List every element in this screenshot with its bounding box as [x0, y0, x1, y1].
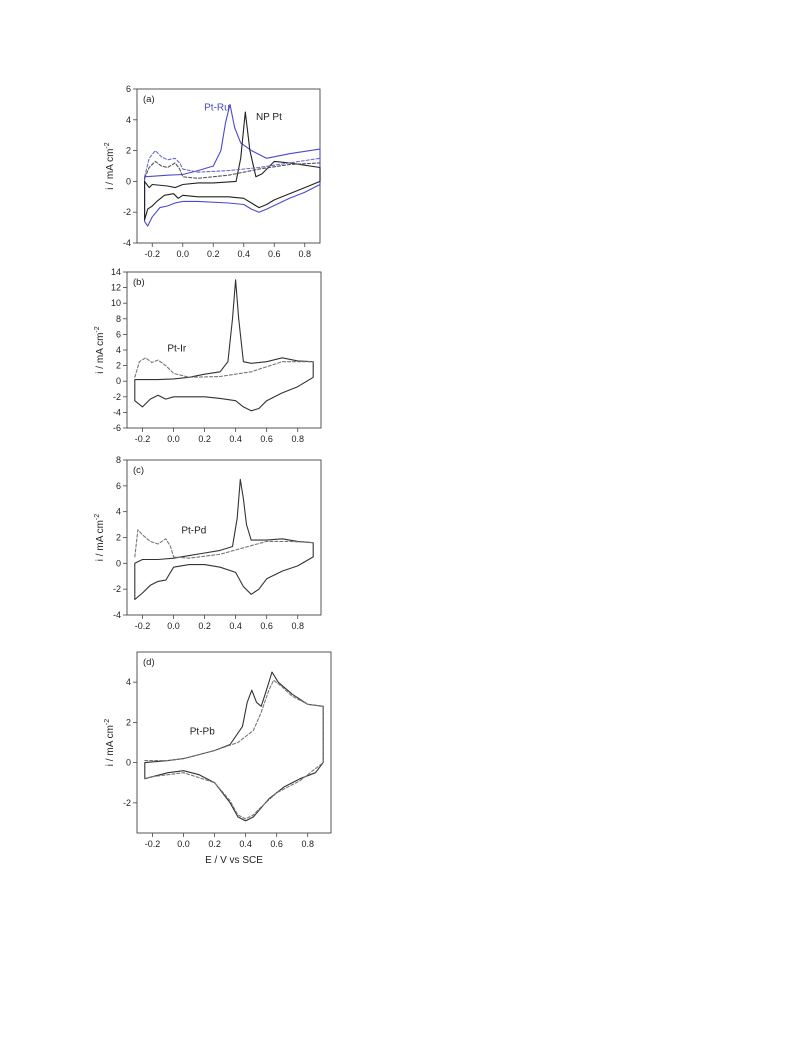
- y-tick-label: 0: [126, 176, 131, 186]
- series-line-2: [134, 529, 314, 559]
- plot-frame: [126, 271, 322, 429]
- y-tick-label: 6: [126, 84, 131, 94]
- series-line-1: [134, 279, 314, 412]
- plot-frame: [126, 459, 322, 616]
- panel-label: (b): [133, 277, 145, 288]
- panel-label: (a): [143, 94, 155, 105]
- chart-panel-3: -0.2 0.0 0.2 0.4 0.6 0.8 -4 -2 0 2 4 6 8 (c) i / mA cm…: [94, 455, 322, 631]
- curve-annotation: Pt-Pb: [190, 726, 215, 737]
- plot-frame: [136, 651, 332, 834]
- y-tick-label: -4: [123, 238, 131, 248]
- x-tick-label: 0.2: [198, 434, 211, 444]
- x-tick-label: 0.0: [167, 621, 180, 631]
- series-line-4: [144, 160, 321, 179]
- x-tick-label: 0.4: [237, 249, 250, 259]
- y-axis-label-superscript: -2: [104, 719, 111, 725]
- y-tick-label: 4: [116, 507, 121, 517]
- y-tick-label: -2: [123, 798, 131, 808]
- y-tick-label: 8: [116, 314, 121, 324]
- curve-annotation: NP Pt: [256, 112, 282, 123]
- series-line-2: [144, 679, 324, 820]
- x-tick-label: -0.2: [145, 839, 161, 849]
- curve-annotation: Pt-Ir: [167, 344, 187, 355]
- y-tick-label: -6: [113, 423, 121, 433]
- x-tick-label: 0.0: [167, 434, 180, 444]
- y-tick-label: 2: [116, 533, 121, 543]
- y-tick-label: 6: [116, 329, 121, 339]
- y-axis-label-main: i / mA cm: [105, 725, 116, 766]
- x-tick-label: 0.6: [270, 839, 283, 849]
- y-axis-label: i / mA cm-2: [94, 514, 106, 561]
- x-tick-label: 0.6: [260, 434, 273, 444]
- x-tick-label: 0.4: [229, 621, 242, 631]
- series-line-2: [144, 111, 321, 221]
- x-tick-label: 0.8: [301, 839, 314, 849]
- panel-label: (d): [143, 657, 155, 668]
- y-tick-label: 10: [111, 298, 121, 308]
- x-tick-label: 0.2: [207, 249, 220, 259]
- x-tick-label: -0.2: [144, 249, 160, 259]
- y-axis-label: i / mA cm-2: [104, 142, 116, 189]
- chart-panel-2: -0.2 0.0 0.2 0.4 0.6 0.8 -6 -4 -2 0 2 4 6 8 10 12 14 (b) i…: [94, 267, 322, 444]
- y-axis-label: i / mA cm-2: [104, 719, 116, 766]
- y-tick-label: 4: [116, 345, 121, 355]
- y-tick-label: 2: [126, 146, 131, 156]
- y-tick-label: -4: [113, 407, 121, 417]
- y-tick-label: 4: [126, 115, 131, 125]
- x-tick-label: 0.8: [298, 249, 311, 259]
- x-tick-label: 0.2: [198, 621, 211, 631]
- x-axis-label: E / V vs SCE: [205, 855, 263, 866]
- x-tick-label: 0.8: [291, 434, 304, 444]
- y-tick-label: 0: [116, 376, 121, 386]
- y-axis-label-main: i / mA cm: [95, 333, 106, 374]
- y-axis-label-main: i / mA cm: [95, 520, 106, 561]
- curve-annotation: Pt-Ru: [204, 103, 230, 114]
- x-tick-label: 0.6: [260, 621, 273, 631]
- y-tick-label: 12: [111, 283, 121, 293]
- y-tick-label: 0: [126, 758, 131, 768]
- series-line-1: [144, 671, 324, 822]
- y-axis-label-superscript: -2: [94, 514, 101, 520]
- x-tick-label: 0.2: [208, 839, 221, 849]
- curve-annotation: Pt-Pd: [181, 526, 206, 537]
- series-line-1: [144, 103, 321, 227]
- x-tick-label: 0.4: [229, 434, 242, 444]
- y-tick-label: 14: [111, 267, 121, 277]
- y-axis-label-main: i / mA cm: [105, 149, 116, 190]
- x-tick-label: -0.2: [135, 621, 151, 631]
- y-tick-label: 8: [116, 455, 121, 465]
- x-tick-label: -0.2: [135, 434, 151, 444]
- x-tick-label: 0.4: [239, 839, 252, 849]
- y-axis-label-superscript: -2: [94, 326, 101, 332]
- y-tick-label: 2: [116, 361, 121, 371]
- panel-label: (c): [133, 465, 144, 476]
- y-tick-label: 2: [126, 717, 131, 727]
- y-tick-label: 4: [126, 677, 131, 687]
- y-axis-label-superscript: -2: [104, 142, 111, 148]
- x-tick-label: 0.0: [177, 839, 190, 849]
- y-tick-label: 0: [116, 558, 121, 568]
- y-axis-label: i / mA cm-2: [94, 326, 106, 373]
- y-tick-label: -2: [123, 207, 131, 217]
- y-tick-label: -4: [113, 610, 121, 620]
- x-tick-label: 0.8: [291, 621, 304, 631]
- y-tick-label: 6: [116, 481, 121, 491]
- x-tick-label: 0.6: [268, 249, 281, 259]
- y-tick-label: -2: [113, 584, 121, 594]
- series-line-3: [144, 150, 321, 178]
- y-tick-label: -2: [113, 392, 121, 402]
- x-tick-label: 0.0: [176, 249, 189, 259]
- series-line-2: [134, 357, 314, 378]
- series-line-1: [134, 478, 314, 601]
